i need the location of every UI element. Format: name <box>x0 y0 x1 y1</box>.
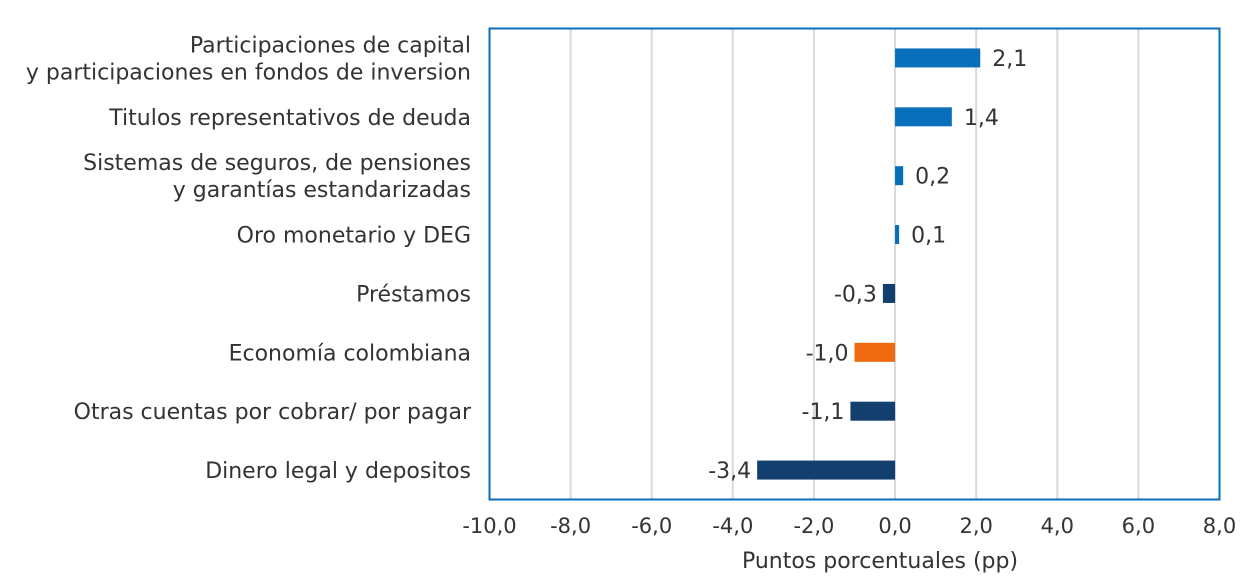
category-label: Sistemas de seguros, de pensiones <box>83 151 471 176</box>
bar <box>850 401 896 421</box>
data-label: 0,2 <box>915 165 950 190</box>
x-tick-label: -8,0 <box>550 514 591 538</box>
data-label: 2,1 <box>992 47 1027 72</box>
gridlines <box>488 28 1221 500</box>
category-label: Participaciones de capital <box>190 33 471 58</box>
bars <box>757 48 981 480</box>
data-label: -3,4 <box>708 459 751 484</box>
bar <box>882 283 896 303</box>
x-tick-labels: -10,0 -8,0 -6,0 -4,0 -2,0 0,0 2,0 4,0 6,0 8,0 <box>462 514 1236 538</box>
x-tick-label: -4,0 <box>712 514 753 538</box>
bar <box>757 460 896 480</box>
data-label: -0,3 <box>834 282 877 307</box>
data-label: 1,4 <box>964 106 999 131</box>
x-axis-label: Puntos porcentuales (pp) <box>742 549 1018 574</box>
x-tick-label: 4,0 <box>1041 514 1074 538</box>
bar <box>895 48 981 68</box>
category-label: Préstamos <box>356 282 471 307</box>
data-label: -1,0 <box>806 341 849 366</box>
x-tick-label: 6,0 <box>1122 514 1155 538</box>
x-tick-label: -2,0 <box>793 514 834 538</box>
bar <box>895 225 900 245</box>
plot-frame <box>488 27 1221 501</box>
x-tick-label: -10,0 <box>462 514 516 538</box>
bar <box>895 166 904 186</box>
category-label: y garantías estandarizadas <box>173 178 471 203</box>
category-label: Economía colombiana <box>229 341 471 366</box>
bar <box>854 342 896 362</box>
category-label: y participaciones en fondos de inversion <box>26 60 471 85</box>
x-tick-label: -6,0 <box>631 514 672 538</box>
category-label: Dinero legal y depositos <box>205 459 471 484</box>
category-label: Oro monetario y DEG <box>237 224 471 249</box>
data-label: -1,1 <box>802 400 845 425</box>
bar <box>895 107 952 127</box>
data-labels: 2,1 1,4 0,2 0,1 -0,3 -1,0 -1,1 -3,4 <box>708 47 1027 484</box>
category-label: Titulos representativos de deuda <box>108 106 471 131</box>
x-tick-label: 2,0 <box>959 514 992 538</box>
x-tick-label: 8,0 <box>1203 514 1236 538</box>
x-tick-label: 0,0 <box>878 514 911 538</box>
category-label: Otras cuentas por cobrar/ por pagar <box>74 400 472 425</box>
data-label: 0,1 <box>911 224 946 249</box>
